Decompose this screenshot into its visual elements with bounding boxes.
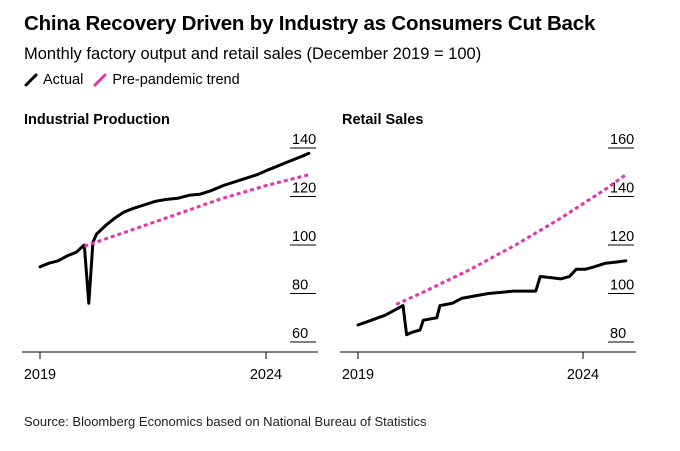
panel-0-y-tick-label: 80 (292, 278, 308, 294)
legend-actual-swatch-icon (24, 73, 38, 87)
legend-item-actual: Actual (24, 72, 83, 88)
panel-1-y-tick-label: 160 (610, 132, 634, 148)
panel-1-actual-line (356, 259, 628, 337)
panel-0-y-tick-label: 120 (292, 181, 316, 197)
panel-0-y-tick-label: 100 (292, 229, 316, 245)
panel-0-actual-line (38, 151, 311, 305)
panel-1-x-tick-label: 2019 (342, 367, 374, 383)
chart-subtitle: Monthly factory output and retail sales … (24, 45, 482, 63)
panel-1-y-tick-label: 100 (610, 278, 634, 294)
chart-title: China Recovery Driven by Industry as Con… (24, 12, 596, 35)
legend-item-trend: Pre-pandemic trend (93, 72, 240, 88)
panel-0-x-tick-label: 2024 (250, 367, 282, 383)
panel-title-retail-sales: Retail Sales (342, 112, 424, 128)
panel-title-industrial-production: Industrial Production (24, 112, 170, 128)
legend-trend-swatch-icon (93, 73, 107, 87)
panel-0-y-tick-label: 140 (292, 132, 316, 148)
panel-1-y-tick-label: 140 (610, 181, 634, 197)
panel-1-trend-line (395, 173, 627, 306)
panel-0-trend-line (83, 173, 310, 248)
panel-1-y-tick-label: 80 (610, 326, 626, 342)
legend-label-actual: Actual (43, 72, 84, 88)
legend-label-trend: Pre-pandemic trend (112, 72, 240, 88)
legend: Actual Pre-pandemic trend (24, 70, 250, 90)
panel-1-y-tick-label: 120 (610, 229, 634, 245)
source-note: Source: Bloomberg Economics based on Nat… (24, 414, 427, 429)
panel-0-x-tick-label: 2019 (24, 367, 56, 383)
panel-0-y-tick-label: 60 (292, 326, 308, 342)
panel-1-x-tick-label: 2024 (567, 367, 599, 383)
